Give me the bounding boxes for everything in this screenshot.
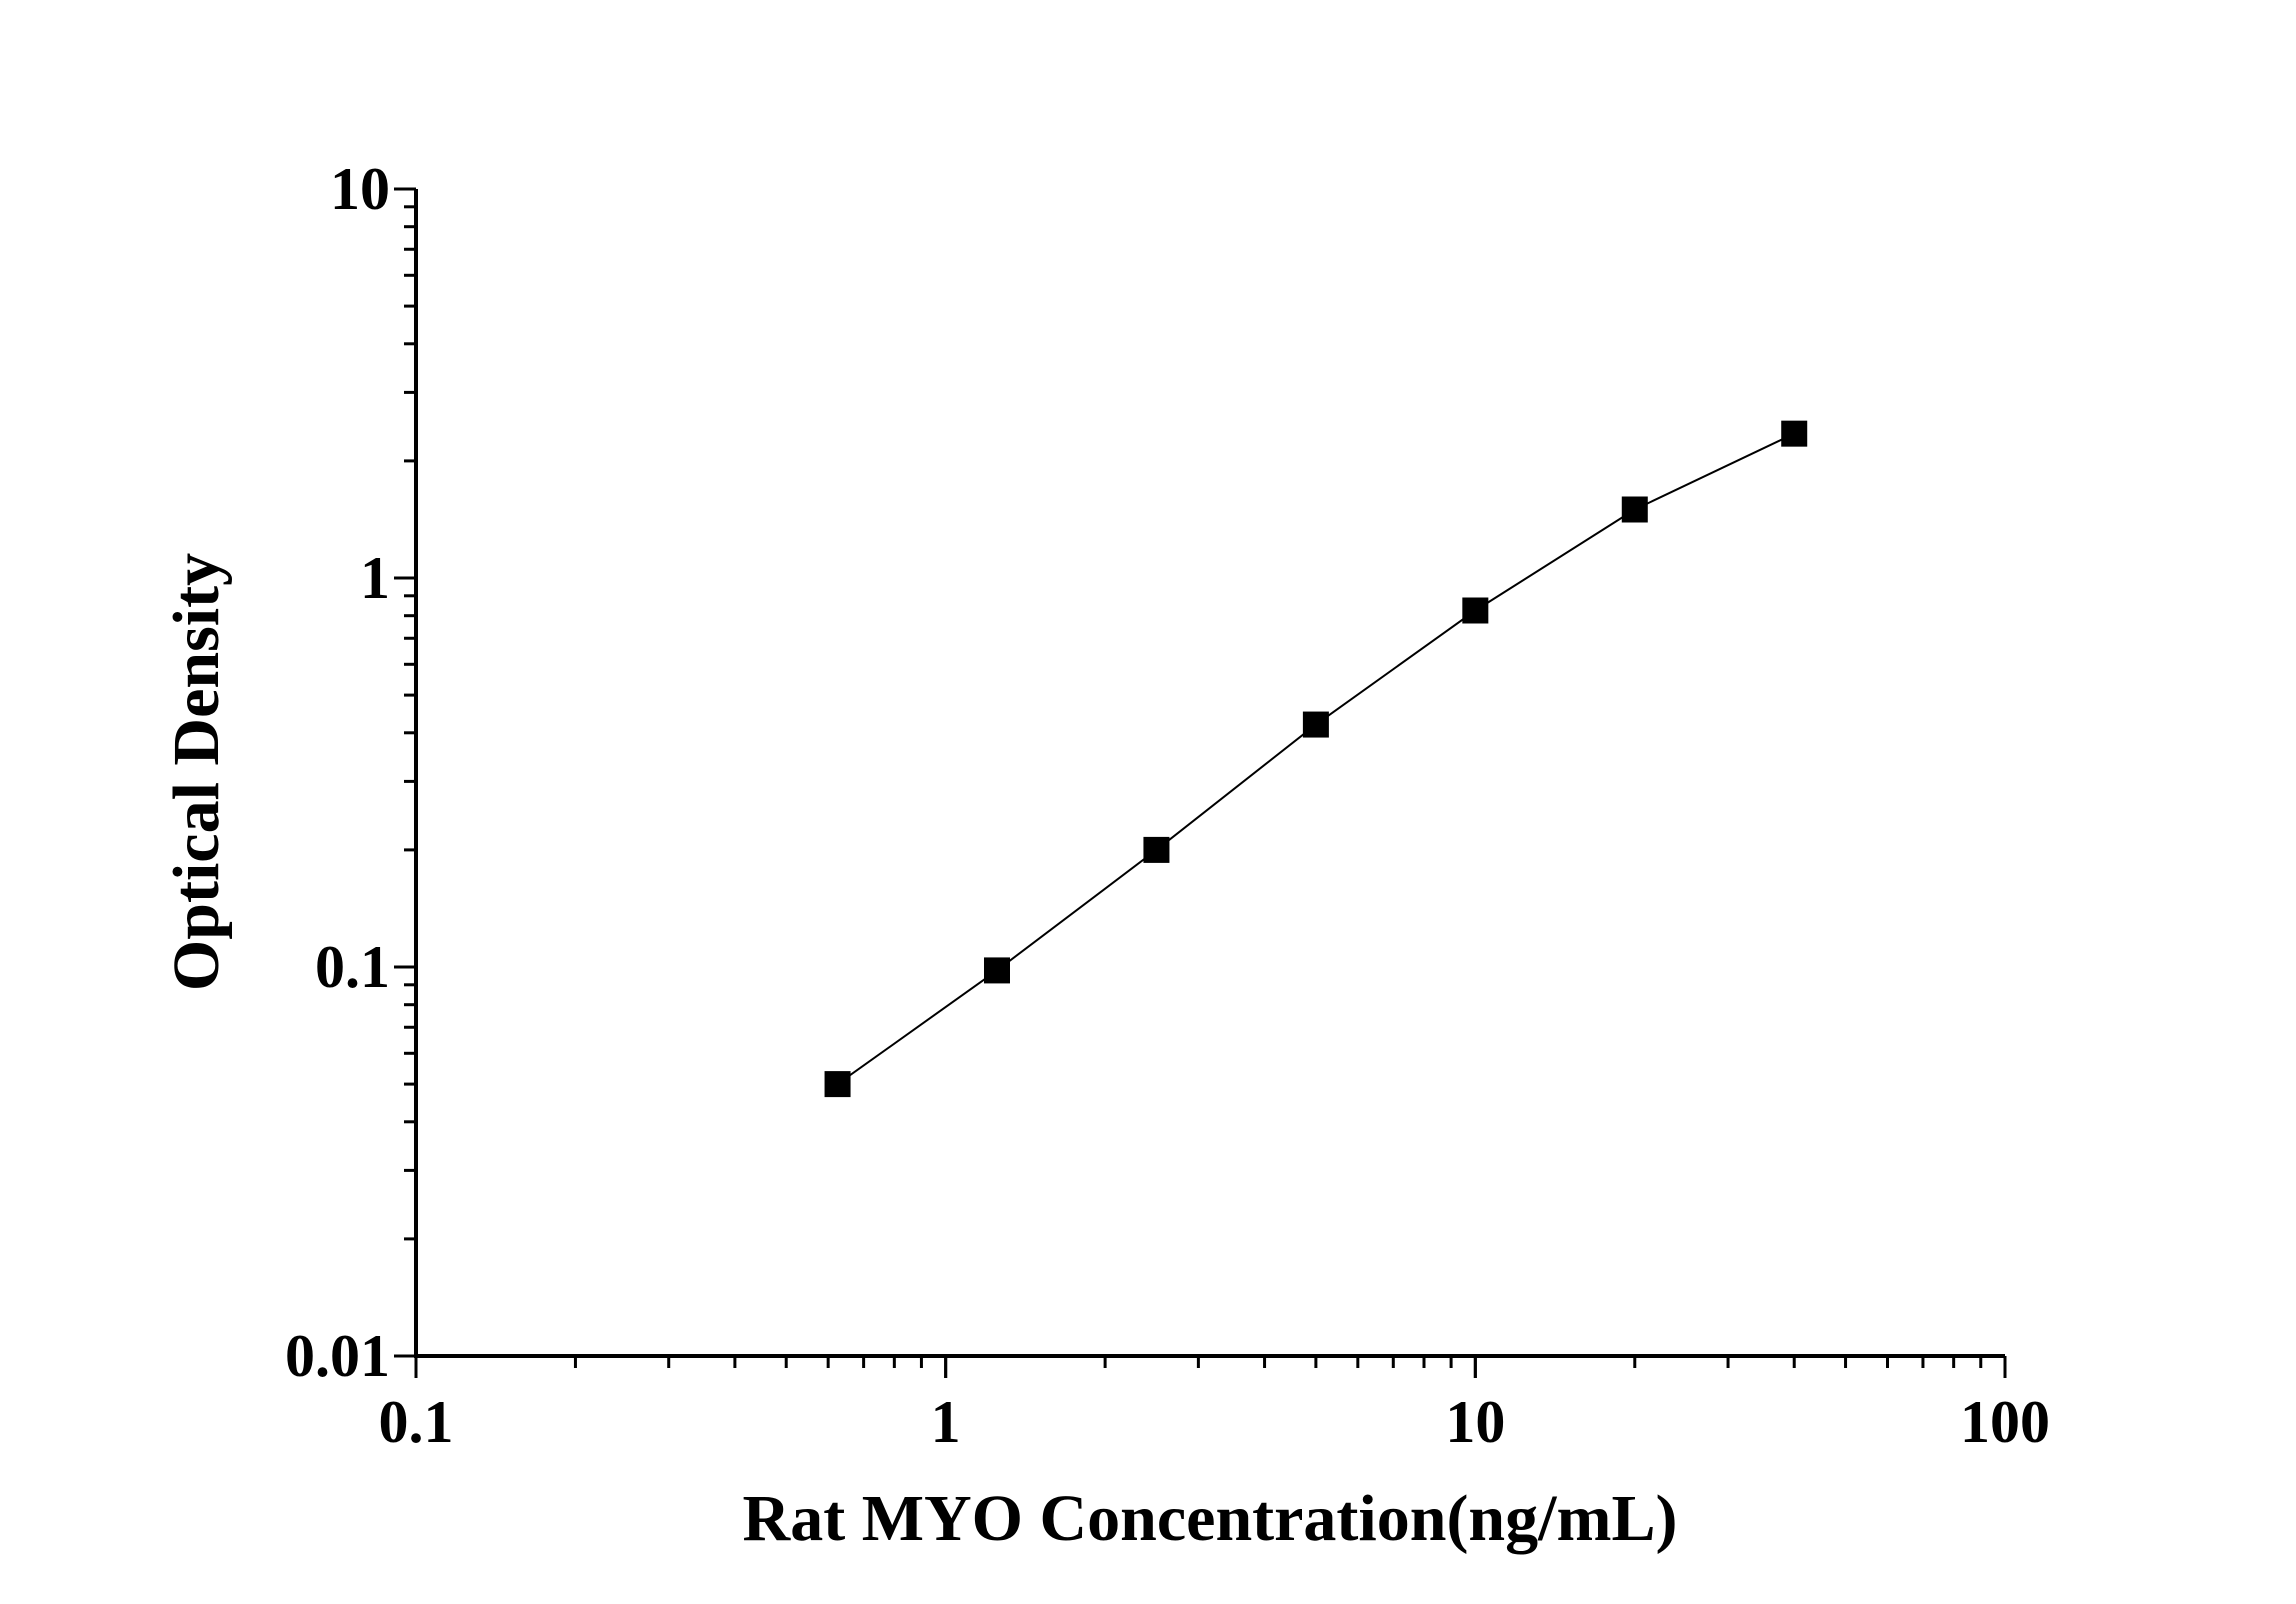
data-point — [983, 957, 1010, 984]
data-point — [1621, 496, 1648, 523]
axes — [394, 187, 2007, 1378]
series-line — [836, 432, 1795, 1085]
x-tick-label: 0.1 — [379, 1389, 454, 1455]
series — [824, 420, 1808, 1098]
y-tick-label: 0.01 — [285, 1323, 390, 1389]
data-point — [824, 1071, 851, 1098]
y-tick-label: 1 — [360, 545, 390, 611]
data-point — [1143, 836, 1170, 863]
x-tick-label: 1 — [931, 1389, 961, 1455]
data-point — [1462, 597, 1489, 624]
x-tick-label: 10 — [1445, 1389, 1505, 1455]
y-tick-label: 0.1 — [315, 934, 390, 1000]
x-axis-label: Rat MYO Concentration(ng/mL) — [743, 1482, 1678, 1555]
y-axis-label: Optical Density — [160, 553, 233, 991]
y-tick-label: 10 — [330, 156, 390, 222]
x-tick-label: 100 — [1960, 1389, 2050, 1455]
data-point — [1302, 711, 1329, 738]
data-point — [1781, 420, 1808, 447]
